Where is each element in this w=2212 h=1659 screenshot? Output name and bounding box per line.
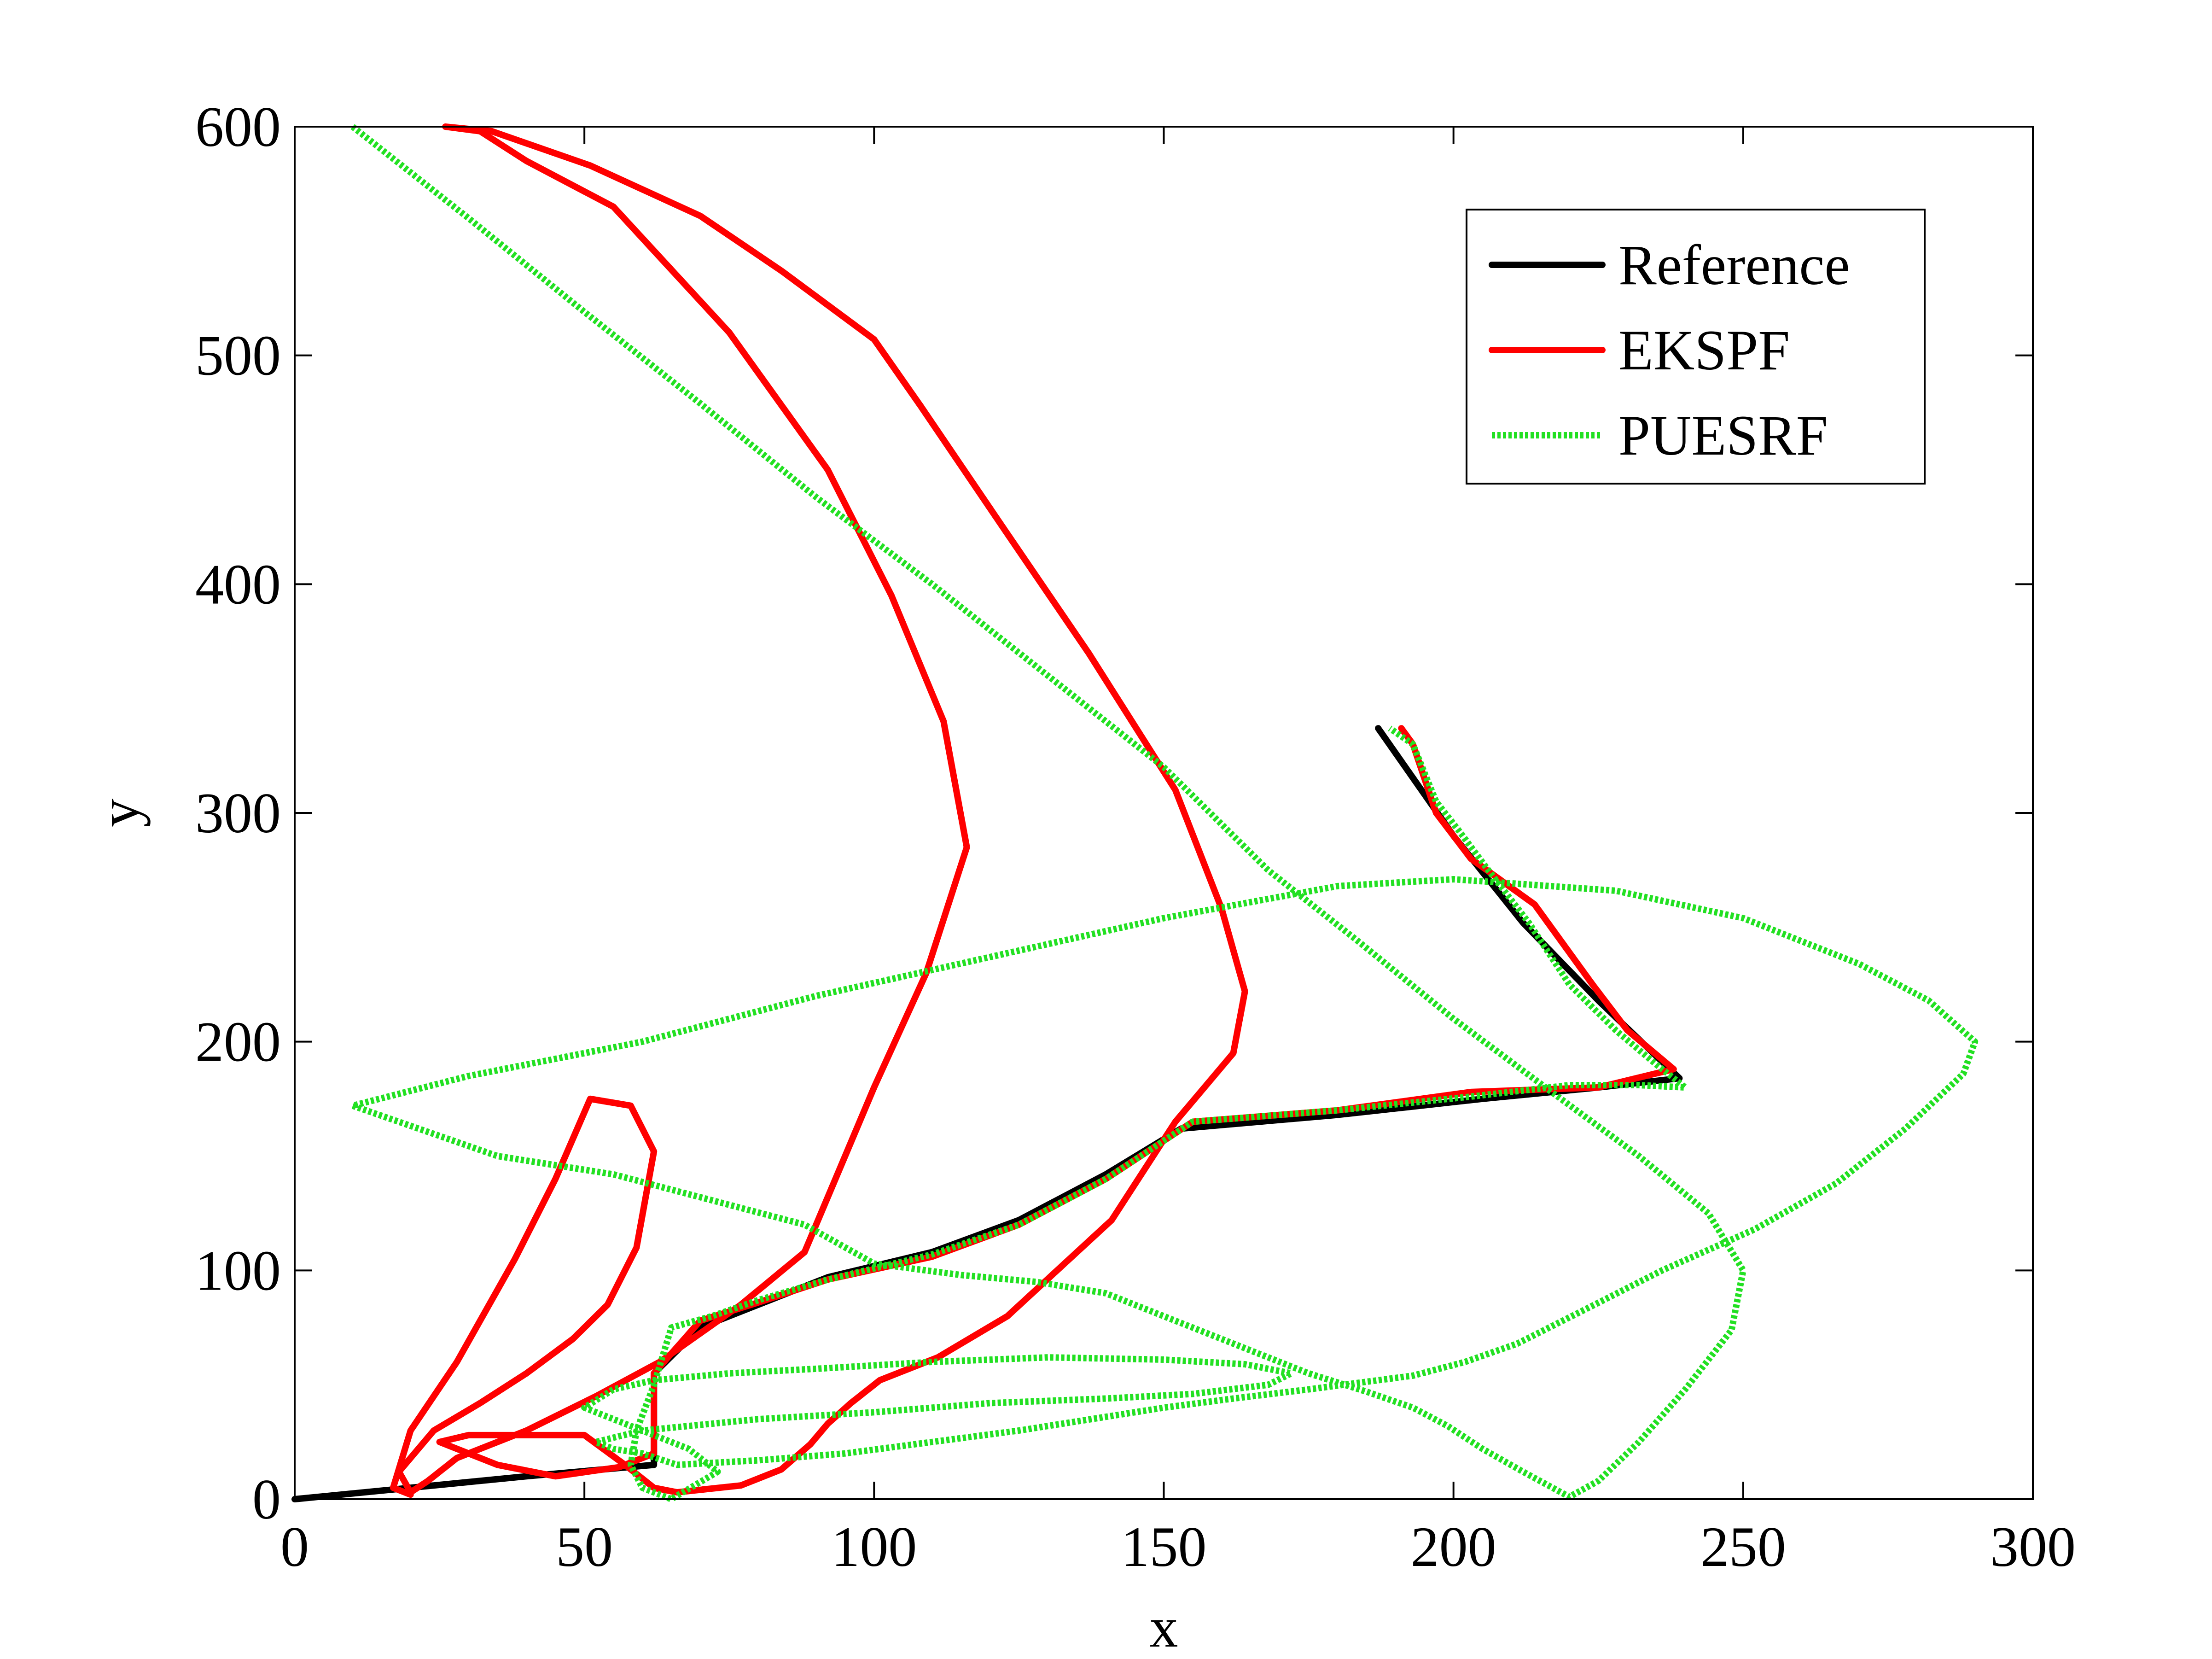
y-tick-label: 400	[195, 553, 281, 616]
x-axis: 0 50 100 150 200 250 300	[280, 127, 2076, 1578]
y-tick-label: 100	[195, 1239, 281, 1302]
plot-series-group	[291, 123, 1979, 1502]
y-axis: 0 100 200 300 400 500 600	[195, 95, 2033, 1531]
y-tick-label: 500	[195, 324, 281, 387]
y-tick-label: 200	[195, 1011, 281, 1074]
x-tick-label: 150	[1121, 1515, 1207, 1578]
x-tick-label: 200	[1411, 1515, 1496, 1578]
legend: Reference EKSPF PUESRF	[1466, 209, 1926, 485]
legend-label: Reference	[1618, 234, 1850, 297]
x-tick-label: 0	[280, 1515, 309, 1578]
x-tick-label: 50	[556, 1515, 613, 1578]
x-tick-label: 100	[831, 1515, 917, 1578]
x-tick-label: 250	[1700, 1515, 1786, 1578]
y-tick-label: 600	[195, 95, 281, 158]
x-tick-label: 300	[1990, 1515, 2076, 1578]
y-tick-label: 0	[252, 1468, 281, 1531]
series-line-puesrf	[349, 124, 1979, 1502]
x-axis-label: x	[1150, 1596, 1178, 1659]
legend-label: PUESRF	[1618, 404, 1828, 467]
y-tick-label: 300	[195, 782, 281, 845]
legend-label: EKSPF	[1618, 319, 1790, 382]
y-axis-label: y	[87, 799, 151, 827]
